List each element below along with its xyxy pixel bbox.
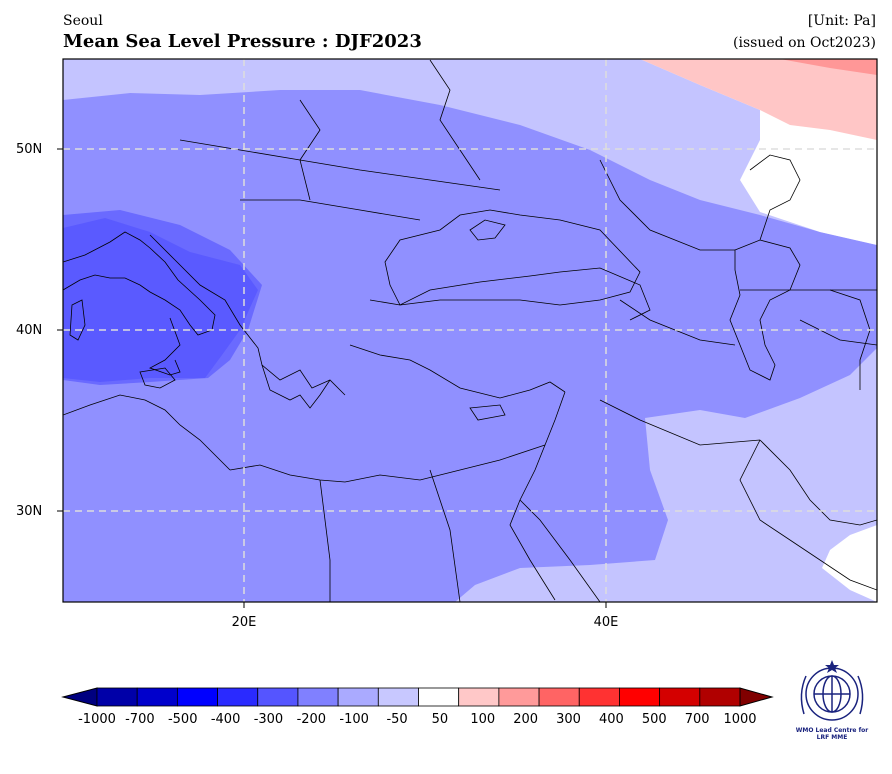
wmo-logo-icon: [800, 660, 864, 721]
unit-label: [Unit: Pa]: [807, 13, 876, 29]
colorbar-tick-label: -1000: [78, 712, 116, 727]
colorbar-tick-label: -400: [210, 712, 241, 727]
colorbar-segment: [659, 687, 701, 707]
forecast-source-label: Seoul: [63, 13, 103, 29]
anomaly-fill-light-north: [63, 59, 877, 245]
colorbar-tick-label: -100: [339, 712, 369, 727]
colorbar-segment: [257, 687, 299, 707]
colorbar-segment: [699, 687, 741, 707]
anomaly-fill-white-se: [822, 525, 877, 602]
map-title: Mean Sea Level Pressure : DJF2023: [63, 31, 422, 52]
colorbar-segment: [619, 687, 661, 707]
colorbar-tick-label: -700: [125, 712, 155, 727]
wmo-caption-line2: LRF MME: [816, 734, 848, 741]
wmo-logo-caption: WMO Lead Centre for LRF MME: [780, 727, 884, 741]
anomaly-fill-red: [780, 59, 877, 75]
colorbar-tick-label: 100: [470, 712, 496, 727]
lat-tick-label: 30N: [16, 504, 43, 519]
anomaly-fill-pink: [640, 59, 877, 140]
colorbar-tick-label: 1000: [723, 712, 757, 727]
colorbar-tick-label: 500: [641, 712, 667, 727]
lon-tick-label: 40E: [593, 615, 619, 630]
lat-tick-label: 50N: [16, 142, 43, 157]
colorbar-low-extend: [61, 687, 98, 707]
colorbar-segment: [498, 687, 540, 707]
colorbar-segment: [96, 687, 138, 707]
coastlines: [63, 59, 877, 602]
colorbar-tick-label: 400: [598, 712, 624, 727]
colorbar-tick-label: 700: [684, 712, 710, 727]
colorbar-tick-label: 200: [513, 712, 539, 727]
anomaly-fill-light-east: [455, 348, 877, 602]
lon-tick-label: 20E: [231, 615, 257, 630]
colorbar-segment: [377, 687, 419, 707]
colorbar-high-extend: [739, 687, 774, 707]
colorbar-tick-label: -200: [296, 712, 327, 727]
colorbar-tick-label: -50: [386, 712, 408, 727]
axis-ticks: [57, 148, 607, 608]
colorbar-segment: [458, 687, 500, 707]
colorbar-segment: [578, 687, 620, 707]
colorbar-tick-label: -300: [253, 712, 284, 727]
lat-tick-label: 40N: [16, 323, 43, 338]
gridlines: [63, 59, 877, 602]
colorbar-segment: [136, 687, 178, 707]
colorbar-segment: [297, 687, 339, 707]
colorbar-segment: [418, 687, 460, 707]
colorbar-tick-label: -500: [167, 712, 198, 727]
issued-date-label: (issued on Oct2023): [733, 35, 876, 51]
colorbar-segment: [176, 687, 218, 707]
colorbar-segment: [217, 687, 259, 707]
wmo-caption-line1: WMO Lead Centre for: [795, 727, 869, 734]
colorbar-tick-label: 50: [431, 712, 449, 727]
colorbar-tick-label: 300: [556, 712, 581, 727]
anomaly-fill-core: [63, 218, 258, 382]
colorbar-segment: [538, 687, 580, 707]
colorbar-segment: [337, 687, 379, 707]
